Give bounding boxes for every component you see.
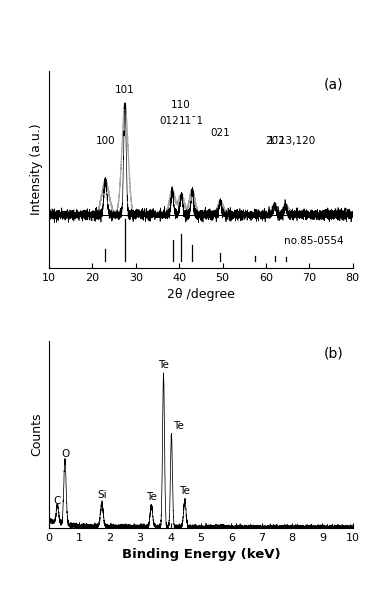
X-axis label: Binding Energy (keV): Binding Energy (keV) [122,548,280,561]
Text: 110: 110 [171,100,191,110]
Text: O: O [61,449,69,459]
Text: no.85-0554: no.85-0554 [285,235,344,246]
Text: (b): (b) [324,346,344,360]
Y-axis label: Counts: Counts [31,413,44,456]
Text: Te: Te [158,360,169,370]
Text: (a): (a) [324,77,344,91]
Text: Te: Te [174,421,184,431]
Text: Te: Te [180,486,190,496]
Text: 100: 100 [96,136,115,146]
Text: 202: 202 [265,136,285,146]
Text: Si: Si [97,490,107,500]
X-axis label: 2θ /degree: 2θ /degree [167,288,235,301]
Text: 021: 021 [211,128,230,138]
Text: 1¯13,120: 1¯13,120 [268,136,316,146]
Text: 012: 012 [160,116,180,126]
Text: 11¯1: 11¯1 [179,116,204,126]
Y-axis label: Intensity (a.u.): Intensity (a.u.) [31,123,44,215]
Text: Te: Te [146,492,157,502]
Text: 101: 101 [115,85,135,95]
Text: C: C [54,496,61,506]
